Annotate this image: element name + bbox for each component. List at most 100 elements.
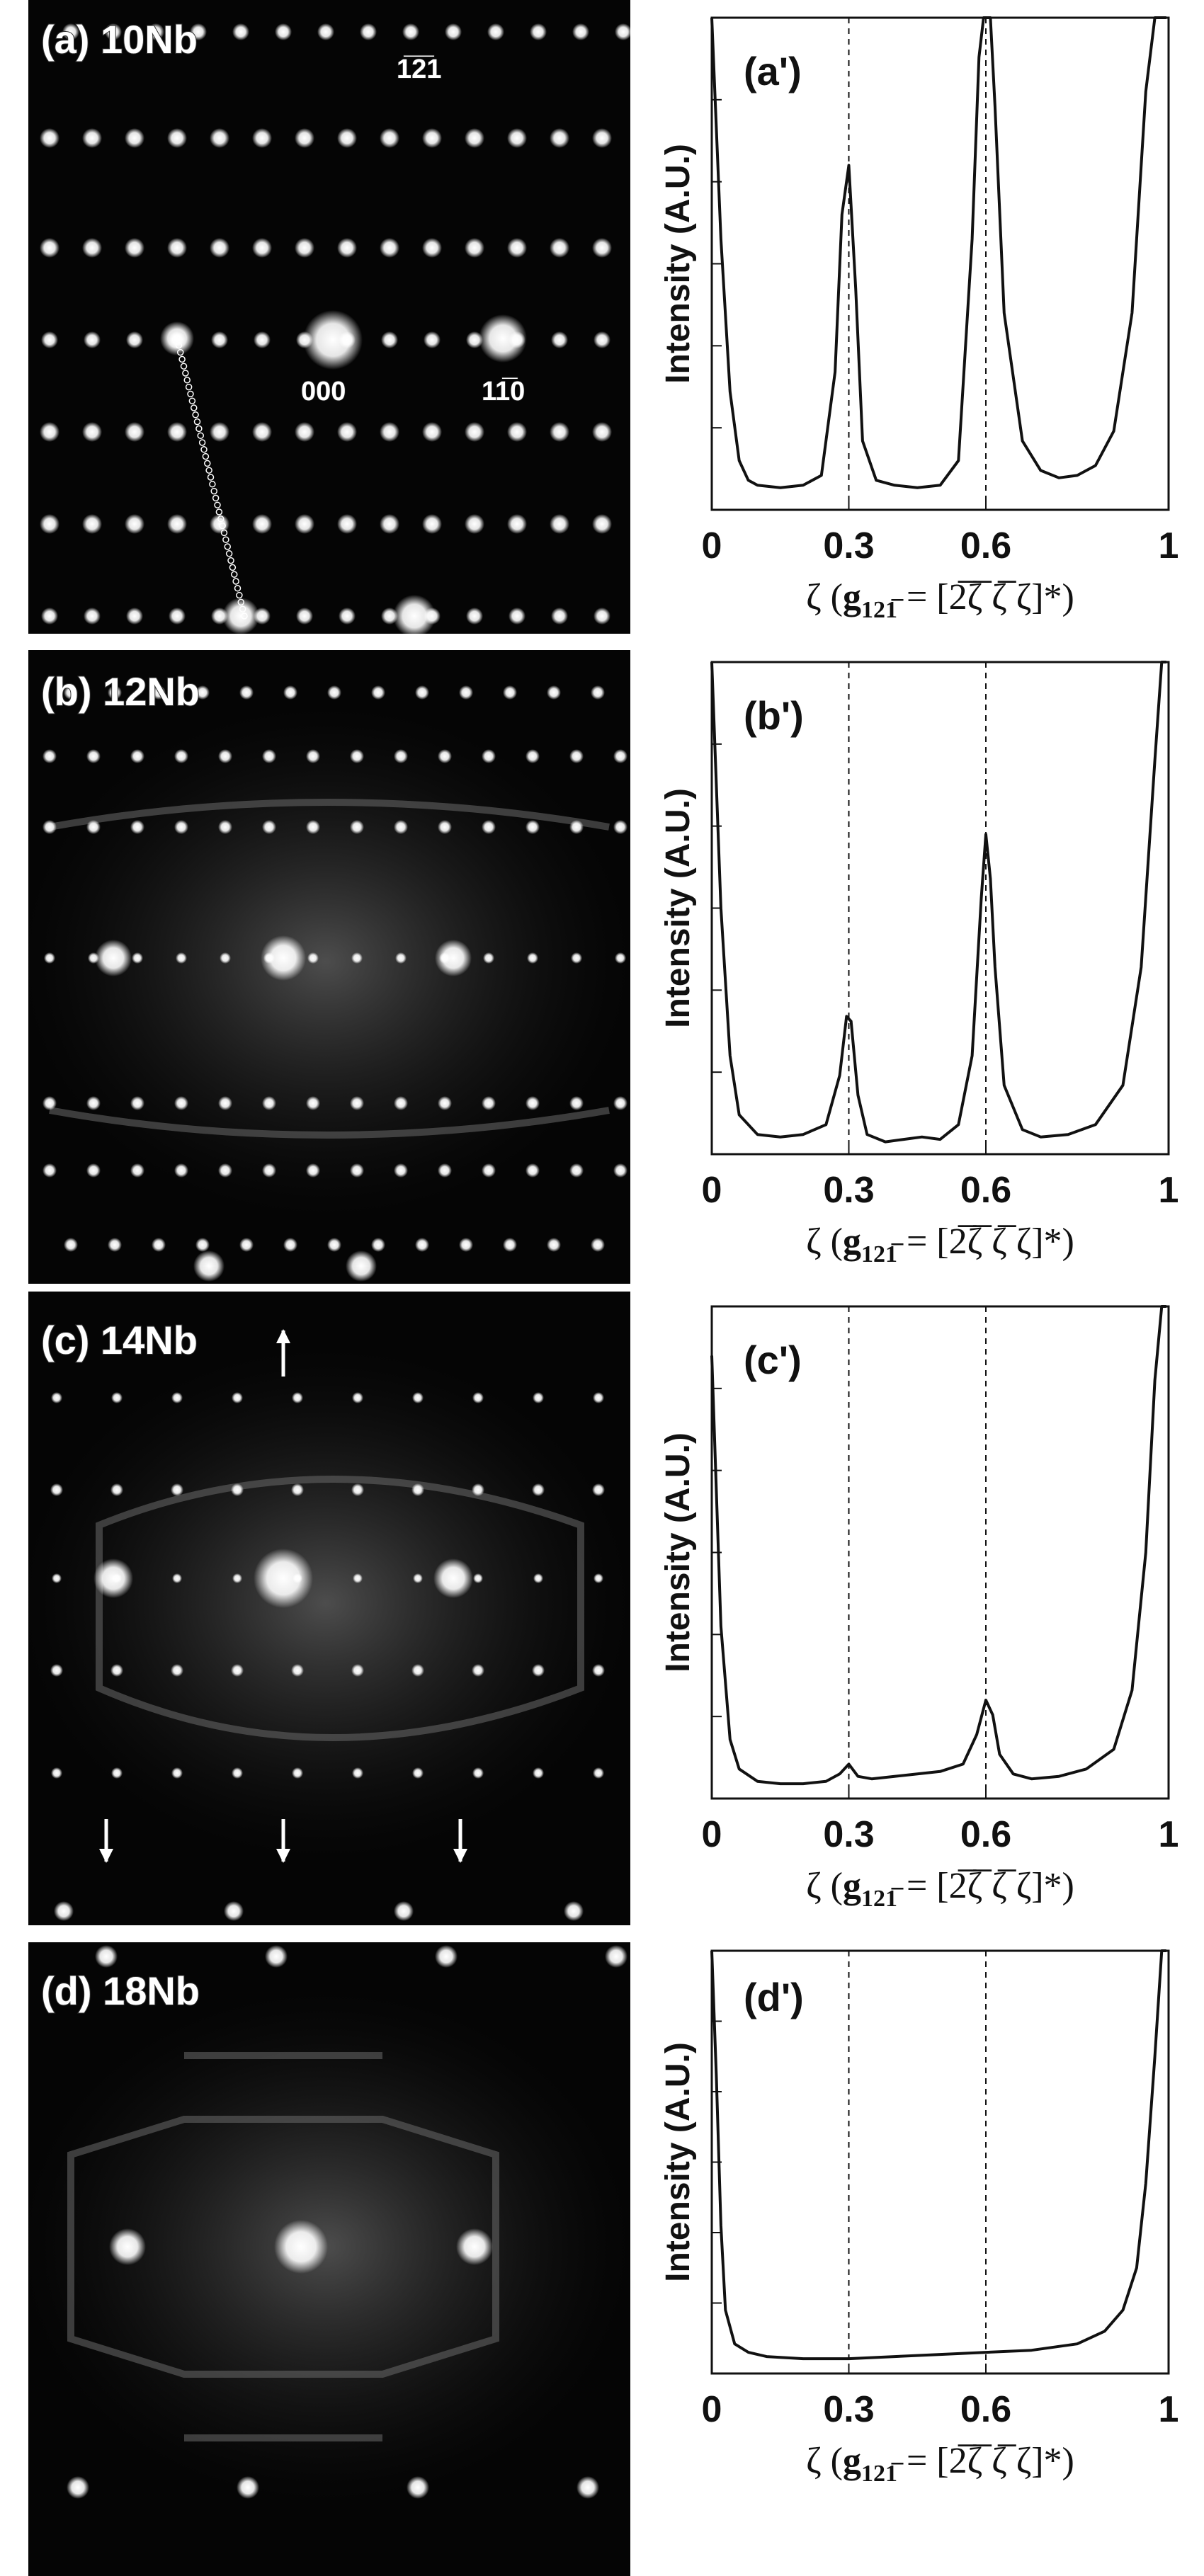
scan-line-point (234, 585, 242, 592)
fundamental-spot (222, 598, 259, 634)
fundamental-spot (261, 935, 306, 981)
diffraction-spot (482, 1096, 496, 1110)
scan-line-point (191, 404, 198, 411)
diffraction-spot (360, 23, 377, 40)
scan-line-point (220, 529, 228, 537)
diffraction-spot (380, 238, 399, 258)
diffraction-spot (130, 820, 144, 834)
diffraction-spot (412, 1392, 424, 1403)
intensity-profile-line (710, 16, 1166, 489)
diffraction-spot (407, 2476, 429, 2499)
profile-plot-d: (d') 0 0.3 0.6 1 Intensity (A.U.) ζ (g121̅ = … (637, 1933, 1204, 2508)
scan-line-point (195, 425, 203, 433)
diffraction-spot (295, 422, 314, 442)
diffraction-spot (547, 685, 561, 700)
diffraction-spot (551, 608, 568, 625)
y-axis-label: Intensity (A.U.) (659, 2042, 697, 2282)
fundamental-spot (433, 1558, 473, 1598)
diffraction-spot (466, 331, 483, 348)
diffraction-spot (592, 514, 612, 534)
sad-pattern-d-image: (d) 18Nb (28, 1945, 630, 2502)
diffraction-spot (473, 1573, 483, 1583)
diffraction-spot (195, 685, 210, 700)
diffraction-spot (167, 514, 187, 534)
diffraction-spot (125, 128, 144, 148)
diffraction-spot (351, 952, 363, 964)
scan-line-point (227, 557, 234, 564)
diffraction-spot (526, 1163, 540, 1178)
diffraction-spot (167, 422, 187, 442)
diffraction-spot (126, 331, 143, 348)
x-tick-label: 0 (702, 1170, 722, 1211)
sad-label-a: (a) 10Nb (41, 17, 198, 62)
diffraction-spot (172, 1573, 182, 1583)
diffraction-spot (86, 1163, 101, 1178)
diffraction-spot (615, 23, 630, 40)
diffraction-spot (42, 749, 57, 763)
scan-line-point (182, 370, 189, 377)
scan-line-point (217, 515, 225, 523)
diffraction-spot (351, 1483, 364, 1496)
scan-line-point (188, 397, 196, 404)
diffraction-spot (592, 422, 612, 442)
diffraction-spot (569, 1163, 584, 1178)
fundamental-spot (346, 1250, 377, 1282)
diffraction-spot (130, 749, 144, 763)
diffraction-spot (210, 514, 229, 534)
diffraction-spot (231, 1483, 244, 1496)
diffraction-spot (551, 331, 568, 348)
diffraction-spot (210, 422, 229, 442)
diffraction-spot (533, 1767, 544, 1779)
diffraction-spot (176, 952, 187, 964)
sad-pattern-c-image: (c) 14Nb (28, 1317, 630, 1921)
diffraction-spot (532, 1664, 545, 1677)
diffraction-spot (352, 1767, 363, 1779)
spot-label-upper: 1̅2̅1 (397, 55, 441, 84)
diffraction-spot (592, 238, 612, 258)
scan-line-point (224, 543, 231, 550)
scan-line-point (241, 612, 248, 620)
diffraction-spot (394, 820, 408, 834)
diffraction-spot (171, 1392, 183, 1403)
x-tick-label: 0 (702, 1814, 722, 1855)
diffraction-spot (262, 1096, 276, 1110)
diffraction-spot (371, 685, 385, 700)
diffraction-spot (108, 1238, 122, 1252)
scan-line-point (180, 363, 188, 370)
x-tick-label: 0.3 (823, 2389, 874, 2430)
diffuse-streak (96, 1476, 584, 1741)
diffraction-spot (291, 1483, 304, 1496)
diffraction-spot (353, 1573, 363, 1583)
diffraction-spot (533, 1573, 543, 1583)
diffraction-spot (472, 1664, 484, 1677)
scan-line-point (197, 432, 204, 439)
diffraction-spot (572, 23, 589, 40)
diffraction-spot (482, 749, 496, 763)
scan-line-point (177, 348, 184, 356)
diffraction-spot (262, 1163, 276, 1178)
diffraction-spot (509, 608, 526, 625)
diffraction-spot (395, 952, 407, 964)
diffraction-spot (292, 1392, 303, 1403)
diffraction-spot (125, 422, 144, 442)
x-tick-label: 0 (702, 525, 722, 566)
diffraction-spot (218, 1096, 232, 1110)
diffraction-spot (613, 1096, 627, 1110)
diffraction-spot (526, 749, 540, 763)
scan-line-point (222, 536, 229, 543)
x-tick-label: 1 (1159, 2389, 1179, 2430)
diffraction-spot (295, 238, 314, 258)
diffraction-spot (218, 749, 232, 763)
spot-label-right: 11̅0 (482, 377, 525, 406)
diffraction-spot (465, 422, 484, 442)
diffraction-spot (195, 1238, 210, 1252)
diffraction-spot (592, 1483, 605, 1496)
diffraction-spot (295, 514, 314, 534)
diffraction-spot (424, 331, 441, 348)
diffraction-spot (350, 749, 364, 763)
diffraction-spot (350, 820, 364, 834)
x-tick-label: 1 (1159, 1814, 1179, 1855)
plot-label-d: (d') (744, 1975, 804, 2019)
diffraction-spot (591, 685, 605, 700)
diffuse-streak (49, 799, 610, 831)
